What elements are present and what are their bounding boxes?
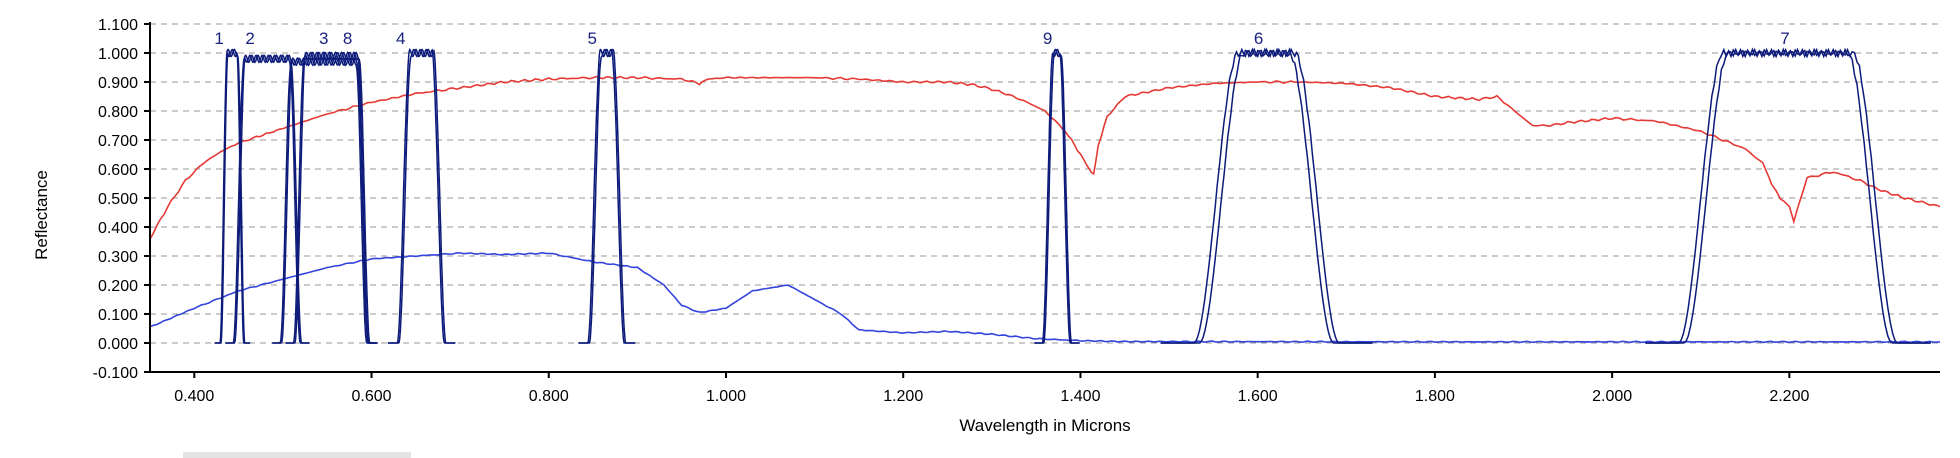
horizontal-scrollbar[interactable] <box>183 452 411 458</box>
x-tick-label: 1.800 <box>1415 388 1455 405</box>
band-response-curve <box>272 56 376 344</box>
x-axis-title: Wavelength in Microns <box>959 416 1130 435</box>
band-response-curve <box>1645 47 1931 344</box>
x-tick-label: 0.400 <box>174 388 214 405</box>
y-tick-label: 0.300 <box>98 249 138 266</box>
band-response-curve <box>1034 48 1080 344</box>
x-tick-label: 1.400 <box>1060 388 1100 405</box>
y-tick-label: 0.000 <box>98 336 138 353</box>
y-tick-label: 1.000 <box>98 46 138 63</box>
band-label: 8 <box>343 29 352 48</box>
y-axis-title: Reflectance <box>32 170 51 260</box>
band-response-curve <box>387 48 456 344</box>
y-tick-label: 0.100 <box>98 307 138 324</box>
band-label: 5 <box>587 29 596 48</box>
y-tick-label: 1.100 <box>98 17 138 34</box>
band-response-curve <box>285 51 378 344</box>
gridlines <box>150 23 1940 373</box>
band-response-curve <box>578 48 636 344</box>
y-tick-label: 0.600 <box>98 162 138 179</box>
band-label: 2 <box>245 29 254 48</box>
band-response-curve <box>578 48 636 344</box>
band-response-curve <box>1160 47 1373 344</box>
x-tick-label: 0.600 <box>352 388 392 405</box>
band-label: 3 <box>319 29 328 48</box>
x-tick-label: 1.000 <box>706 388 746 405</box>
series-layer <box>150 75 1940 344</box>
y-tick-label: 0.800 <box>98 104 138 121</box>
band-label: 7 <box>1780 29 1789 48</box>
y-tick-label: 0.400 <box>98 220 138 237</box>
band-response-curve <box>225 54 310 344</box>
band-label: 9 <box>1043 29 1052 48</box>
axes <box>144 22 1940 378</box>
band-label: 4 <box>396 29 405 48</box>
band-label: 6 <box>1254 29 1263 48</box>
vegetation-reflectance-line <box>150 75 1940 240</box>
band-response-curve <box>272 56 376 344</box>
x-tick-label: 1.600 <box>1238 388 1278 405</box>
y-tick-label: 0.700 <box>98 133 138 150</box>
band-response-curve <box>225 54 310 344</box>
water-reflectance-line <box>150 251 1940 344</box>
y-tick-label: 0.200 <box>98 278 138 295</box>
labels: -0.100 0.000 0.100 0.200 0.300 0.400 0.500 0.60… <box>93 17 1810 405</box>
y-tick-label: 0.500 <box>98 191 138 208</box>
y-tick-label: -0.100 <box>93 365 138 382</box>
band-response-curve <box>1034 48 1080 344</box>
x-tick-label: 2.000 <box>1592 388 1632 405</box>
x-tick-label: 1.200 <box>883 388 923 405</box>
band-response-curve <box>214 48 251 344</box>
band-layer <box>214 47 1931 344</box>
x-tick-label: 0.800 <box>529 388 569 405</box>
band-label: 1 <box>214 29 223 48</box>
x-tick-label: 2.200 <box>1769 388 1809 405</box>
band-response-curve <box>387 48 456 344</box>
y-tick-label: 0.900 <box>98 75 138 92</box>
band-response-curve <box>1645 47 1931 344</box>
band-response-curve <box>214 48 251 344</box>
band-response-curve <box>1160 47 1373 344</box>
